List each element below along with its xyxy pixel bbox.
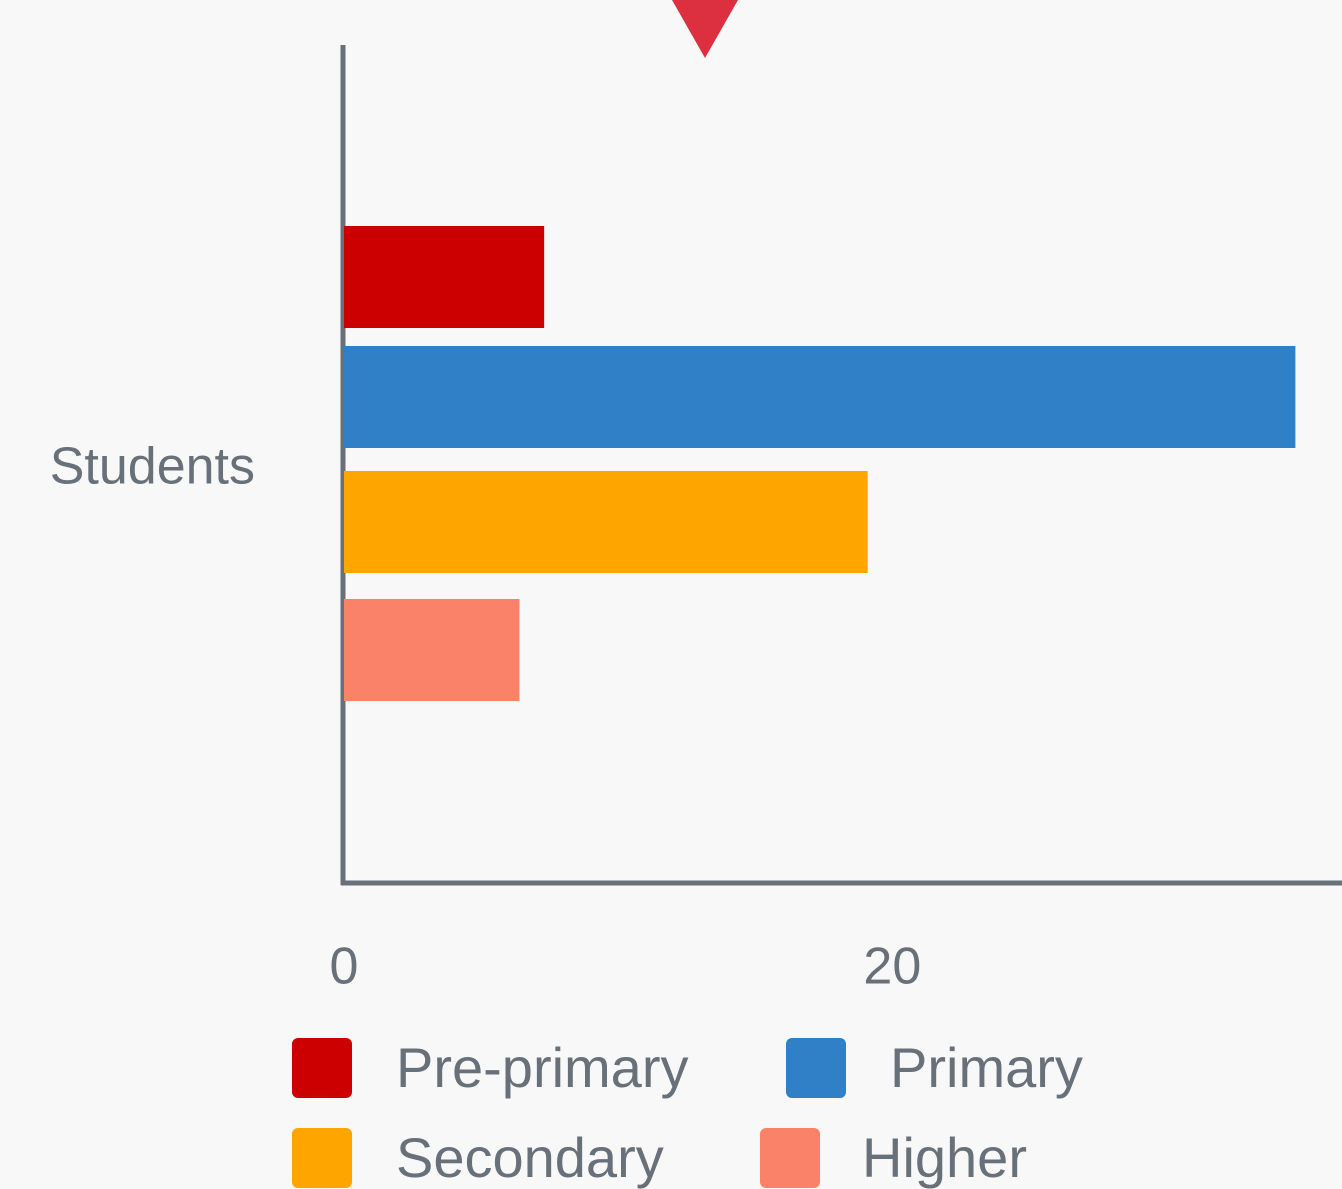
x-tick-label: 20 <box>863 938 921 996</box>
legend-swatch <box>292 1128 352 1188</box>
legend-swatch <box>786 1038 846 1098</box>
legend-label: Higher <box>862 1126 1027 1189</box>
bar <box>344 346 1296 448</box>
legend-swatch <box>292 1038 352 1098</box>
legend-label: Pre-primary <box>396 1036 688 1099</box>
pointer <box>672 0 738 58</box>
bar <box>344 599 520 701</box>
bar <box>344 471 868 573</box>
legend-label: Primary <box>890 1036 1083 1099</box>
legend-label: Secondary <box>396 1126 664 1189</box>
x-tick-label: 0 <box>330 938 359 996</box>
legend-swatch <box>760 1128 820 1188</box>
bar <box>344 226 545 328</box>
y-tick-label: Students <box>50 438 255 496</box>
